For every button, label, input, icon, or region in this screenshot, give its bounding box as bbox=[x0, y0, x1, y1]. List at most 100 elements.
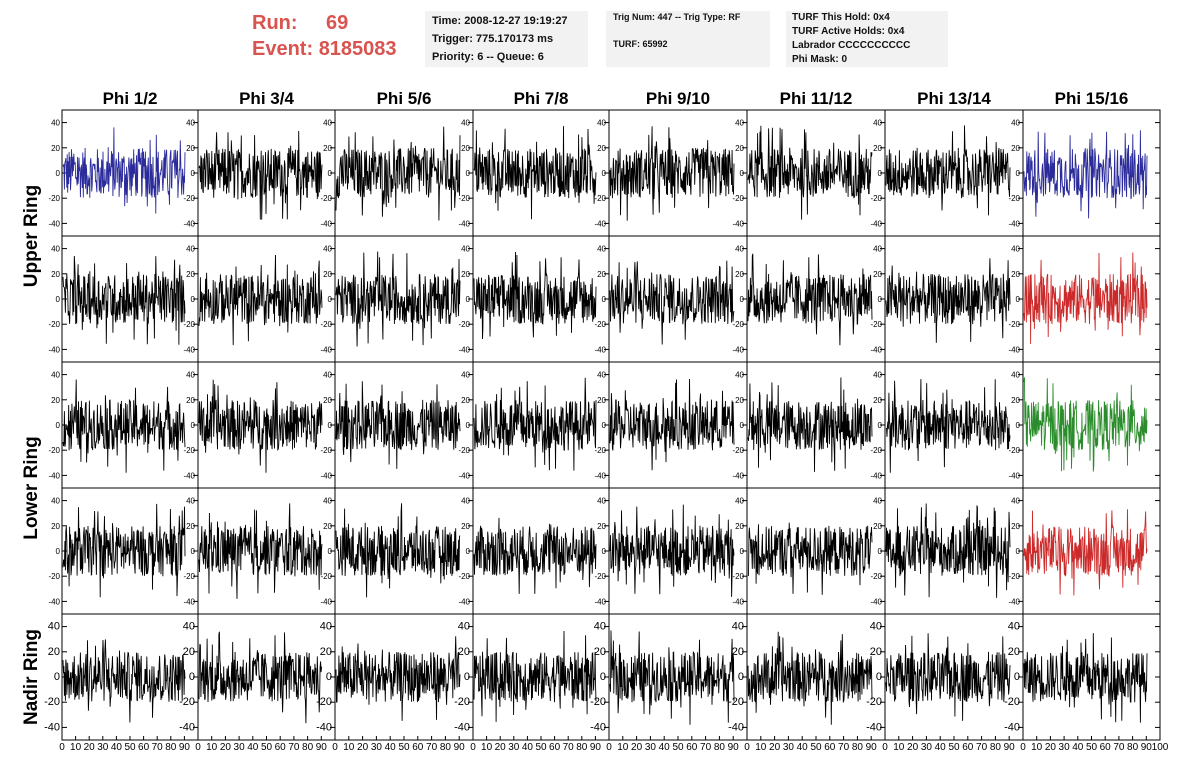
x-tick-label: 80 bbox=[576, 742, 588, 753]
y-tick-label: 0 bbox=[326, 671, 332, 683]
y-tick-label: 40 bbox=[1011, 371, 1020, 380]
waveform-trace bbox=[62, 503, 186, 598]
waveform-trace bbox=[198, 379, 323, 473]
x-tick-label: 80 bbox=[990, 742, 1002, 753]
y-tick-label: 40 bbox=[735, 497, 744, 506]
turf-info-box: TURF This Hold: 0x4 TURF Active Holds: 0… bbox=[786, 11, 948, 67]
y-tick-label: 20 bbox=[323, 144, 332, 153]
y-tick-label: 0 bbox=[878, 547, 883, 556]
y-tick-label: 0 bbox=[56, 547, 61, 556]
y-tick-label: 20 bbox=[186, 144, 195, 153]
y-tick-label: -40 bbox=[732, 597, 744, 606]
y-tick-label: 40 bbox=[597, 119, 606, 128]
x-tick-label: 80 bbox=[302, 742, 314, 753]
x-tick-label: 50 bbox=[948, 742, 960, 753]
y-tick-label: 20 bbox=[458, 646, 470, 658]
y-tick-label: 20 bbox=[1011, 522, 1020, 531]
x-tick-label: 0 bbox=[882, 742, 888, 753]
y-tick-label: 40 bbox=[461, 245, 470, 254]
waveform-trace bbox=[1023, 377, 1148, 472]
trig-num-text: Trig Num: 447 -- Trig Type: RF bbox=[613, 12, 741, 22]
y-tick-label: -40 bbox=[320, 597, 332, 606]
y-tick-label: -40 bbox=[1004, 721, 1020, 733]
x-tick-label: 70 bbox=[563, 742, 575, 753]
y-tick-label: 20 bbox=[597, 144, 606, 153]
y-tick-label: 0 bbox=[1016, 421, 1021, 430]
y-tick-label: -20 bbox=[870, 194, 882, 203]
y-tick-label: -40 bbox=[870, 219, 882, 228]
y-tick-label: 20 bbox=[735, 396, 744, 405]
y-tick-label: 0 bbox=[328, 421, 333, 430]
y-tick-label: -20 bbox=[316, 696, 332, 708]
y-tick-label: 40 bbox=[186, 371, 195, 380]
x-tick-label: 40 bbox=[659, 742, 671, 753]
waveform-trace bbox=[198, 631, 323, 724]
waveform-trace bbox=[62, 379, 186, 473]
waveform-trace bbox=[198, 503, 323, 599]
event-value: 8185083 bbox=[318, 38, 397, 60]
y-tick-label: 20 bbox=[461, 522, 470, 531]
y-tick-label: -20 bbox=[458, 446, 470, 455]
y-tick-label: -20 bbox=[320, 194, 332, 203]
turf-text: TURF: 65992 bbox=[613, 39, 668, 49]
y-tick-label: 0 bbox=[740, 169, 745, 178]
x-tick-label: 80 bbox=[1127, 742, 1139, 753]
y-tick-label: -20 bbox=[179, 696, 195, 708]
y-tick-label: 20 bbox=[51, 270, 60, 279]
turf-active-text: TURF Active Holds: 0x4 bbox=[792, 26, 905, 37]
y-tick-label: 20 bbox=[1011, 396, 1020, 405]
y-tick-label: 40 bbox=[51, 497, 60, 506]
y-tick-label: -20 bbox=[870, 446, 882, 455]
y-tick-label: -40 bbox=[458, 219, 470, 228]
x-tick-label: 50 bbox=[124, 742, 136, 753]
x-tick-label: 20 bbox=[84, 742, 96, 753]
y-tick-label: -40 bbox=[594, 219, 606, 228]
column-header: Phi 11/12 bbox=[780, 89, 853, 108]
y-tick-label: 40 bbox=[597, 371, 606, 380]
waveform-trace bbox=[62, 255, 186, 345]
x-tick-label: 30 bbox=[234, 742, 246, 753]
y-tick-label: 0 bbox=[1016, 169, 1021, 178]
y-tick-label: -40 bbox=[458, 471, 470, 480]
y-tick-label: 0 bbox=[738, 671, 744, 683]
y-tick-label: -20 bbox=[320, 572, 332, 581]
column-header: Phi 3/4 bbox=[239, 89, 294, 108]
y-tick-label: -20 bbox=[320, 446, 332, 455]
y-tick-label: 20 bbox=[1008, 646, 1020, 658]
waveform-trace bbox=[473, 517, 597, 594]
phi-mask-text: Phi Mask: 0 bbox=[792, 54, 848, 65]
x-tick-label: 70 bbox=[152, 742, 164, 753]
y-tick-label: 0 bbox=[191, 547, 196, 556]
x-tick-label: 40 bbox=[522, 742, 534, 753]
y-tick-label: 40 bbox=[735, 245, 744, 254]
y-tick-label: -40 bbox=[870, 471, 882, 480]
y-tick-label: -40 bbox=[590, 721, 606, 733]
x-tick-label: 70 bbox=[288, 742, 300, 753]
waveform-trace bbox=[1023, 509, 1148, 596]
y-tick-label: 20 bbox=[873, 522, 882, 531]
y-tick-label: 20 bbox=[320, 646, 332, 658]
x-tick-label: 90 bbox=[316, 742, 328, 753]
y-tick-label: 0 bbox=[600, 671, 606, 683]
x-tick-label: 40 bbox=[111, 742, 123, 753]
y-tick-label: -20 bbox=[454, 696, 470, 708]
x-tick-label: 80 bbox=[165, 742, 177, 753]
x-tick-label: 60 bbox=[686, 742, 698, 753]
waveform-trace bbox=[335, 126, 461, 221]
x-tick-label: 70 bbox=[1113, 742, 1125, 753]
x-tick-label: 0 bbox=[59, 742, 65, 753]
y-tick-label: -40 bbox=[594, 471, 606, 480]
column-header: Phi 9/10 bbox=[646, 89, 710, 108]
x-tick-label: 90 bbox=[590, 742, 602, 753]
y-tick-label: 0 bbox=[328, 547, 333, 556]
y-tick-label: 40 bbox=[735, 371, 744, 380]
waveform-trace bbox=[335, 381, 461, 469]
y-tick-label: 0 bbox=[878, 295, 883, 304]
y-tick-label: -40 bbox=[454, 721, 470, 733]
column-header: Phi 13/14 bbox=[917, 89, 991, 108]
y-tick-label: 20 bbox=[873, 270, 882, 279]
y-tick-label: 0 bbox=[876, 671, 882, 683]
y-tick-label: -20 bbox=[320, 320, 332, 329]
y-tick-label: 20 bbox=[323, 396, 332, 405]
y-tick-label: -20 bbox=[866, 696, 882, 708]
